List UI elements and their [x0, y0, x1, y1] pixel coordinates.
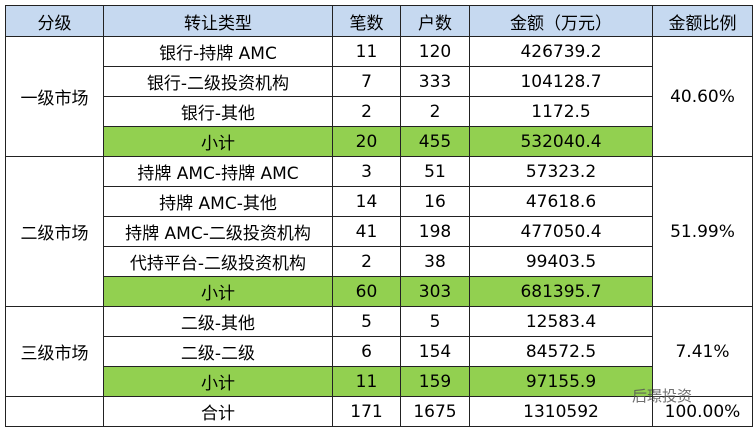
header-cell: 转让类型 — [103, 5, 333, 37]
value-cell: 2 — [332, 246, 401, 277]
total-value: 1675 — [400, 396, 470, 427]
type-cell: 持牌 AMC-持牌 AMC — [103, 156, 333, 187]
table-wrap: 分级 转让类型 笔数 户数 金额（万元） 金额比例 一级市场 银行-持牌 AMC 11 120 4… — [5, 5, 753, 427]
ratio-cell: 40.60% — [652, 36, 753, 157]
value-cell: 57323.2 — [469, 156, 653, 187]
value-cell: 6 — [332, 336, 401, 367]
subtotal-value: 455 — [400, 126, 470, 157]
header-cell: 户数 — [400, 5, 470, 37]
row: 代持平台-二级投资机构 2 38 99403.5 — [6, 246, 753, 277]
subtotal-row: 小计 11 159 97155.9 — [6, 366, 753, 397]
value-cell: 38 — [400, 246, 470, 277]
value-cell: 99403.5 — [469, 246, 653, 277]
value-cell: 3 — [332, 156, 401, 187]
ratio-cell: 51.99% — [652, 156, 753, 307]
subtotal-label: 小计 — [103, 366, 333, 397]
type-cell: 二级-其他 — [103, 306, 333, 337]
value-cell: 12583.4 — [469, 306, 653, 337]
row: 三级市场 二级-其他 5 5 12583.4 7.41% — [5, 306, 753, 397]
ratio-cell: 7.41% — [652, 306, 753, 397]
row: 持牌 AMC-其他 14 16 47618.6 — [6, 186, 753, 217]
value-cell: 16 — [400, 186, 470, 217]
subtotal-value: 159 — [400, 366, 470, 397]
subtotal-value: 11 — [332, 366, 401, 397]
empty-cell — [5, 396, 104, 427]
header-cell: 金额（万元） — [469, 5, 653, 37]
watermark: 后璟投资 — [632, 387, 693, 405]
subtotal-row: 小计 20 455 532040.4 — [6, 126, 753, 157]
total-value: 171 — [332, 396, 401, 427]
table: 分级 转让类型 笔数 户数 金额（万元） 金额比例 一级市场 银行-持牌 AMC 11 120 4… — [5, 5, 753, 427]
subtotal-value: 532040.4 — [469, 126, 653, 157]
group-name: 二级市场 — [5, 156, 104, 307]
value-cell: 5 — [332, 306, 401, 337]
value-cell: 2 — [400, 96, 470, 127]
value-cell: 14 — [332, 186, 401, 217]
value-cell: 84572.5 — [469, 336, 653, 367]
total-ratio: 100.00% — [652, 396, 753, 427]
header-cell: 分级 — [5, 5, 104, 37]
value-cell: 5 — [400, 306, 470, 337]
value-cell: 477050.4 — [469, 216, 653, 247]
row: 银行-二级投资机构 7 333 104128.7 — [6, 66, 753, 97]
subtotal-value: 60 — [332, 276, 401, 307]
row: 二级-二级 6 154 84572.5 — [6, 336, 753, 367]
type-cell: 持牌 AMC-其他 — [103, 186, 333, 217]
value-cell: 11 — [332, 36, 401, 67]
value-cell: 1172.5 — [469, 96, 653, 127]
value-cell: 333 — [400, 66, 470, 97]
type-cell: 二级-二级 — [103, 336, 333, 367]
total-value: 1310592 — [469, 396, 653, 427]
value-cell: 426739.2 — [469, 36, 653, 67]
group-name: 一级市场 — [5, 36, 104, 157]
value-cell: 51 — [400, 156, 470, 187]
subtotal-label: 小计 — [103, 276, 333, 307]
total-row: 合计 171 1675 1310592 100.00% — [5, 396, 753, 427]
row: 一级市场 银行-持牌 AMC 11 120 426739.2 40.60% — [5, 36, 753, 157]
header-cell: 笔数 — [332, 5, 401, 37]
subtotal-row: 小计 60 303 681395.7 — [6, 276, 753, 307]
group-name: 三级市场 — [5, 306, 104, 397]
subtotal-value: 97155.9 — [469, 366, 653, 397]
subtotal-value: 20 — [332, 126, 401, 157]
header-row: 分级 转让类型 笔数 户数 金额（万元） 金额比例 — [5, 5, 753, 37]
type-cell: 银行-其他 — [103, 96, 333, 127]
subtotal-label: 小计 — [103, 126, 333, 157]
header-cell: 金额比例 — [652, 5, 753, 37]
row: 持牌 AMC-二级投资机构 41 198 477050.4 — [6, 216, 753, 247]
value-cell: 2 — [332, 96, 401, 127]
value-cell: 104128.7 — [469, 66, 653, 97]
type-cell: 持牌 AMC-二级投资机构 — [103, 216, 333, 247]
value-cell: 120 — [400, 36, 470, 67]
subtotal-value: 681395.7 — [469, 276, 653, 307]
type-cell: 银行-持牌 AMC — [103, 36, 333, 67]
value-cell: 198 — [400, 216, 470, 247]
value-cell: 7 — [332, 66, 401, 97]
value-cell: 154 — [400, 336, 470, 367]
total-label: 合计 — [103, 396, 333, 427]
subtotal-value: 303 — [400, 276, 470, 307]
type-cell: 银行-二级投资机构 — [103, 66, 333, 97]
type-cell: 代持平台-二级投资机构 — [103, 246, 333, 277]
row: 银行-其他 2 2 1172.5 — [6, 96, 753, 127]
value-cell: 47618.6 — [469, 186, 653, 217]
row: 二级市场 持牌 AMC-持牌 AMC 3 51 57323.2 51.99% — [5, 156, 753, 307]
value-cell: 41 — [332, 216, 401, 247]
